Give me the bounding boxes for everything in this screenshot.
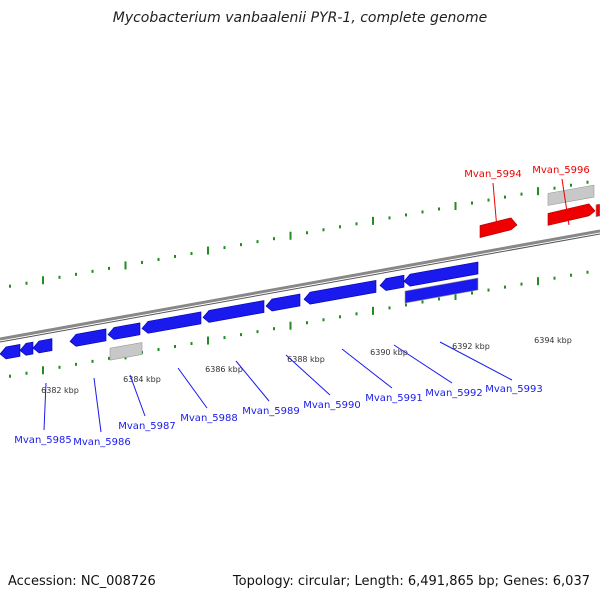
label-leader-line — [235, 360, 270, 402]
scale-label: 6384 kbp — [123, 375, 161, 384]
label-leader-line — [93, 377, 102, 433]
label-leader-line — [341, 348, 393, 389]
label-leader-line — [177, 367, 208, 409]
reverse-gene-label: Mvan_5986 — [73, 437, 130, 448]
forward-gene-label: Mvan_5996 — [532, 165, 589, 176]
reverse-gene-arrow — [303, 279, 377, 305]
scale-label: 6382 kbp — [41, 386, 79, 395]
reverse-gene-label: Mvan_5985 — [14, 435, 71, 446]
reverse-gene-label: Mvan_5989 — [242, 406, 299, 417]
label-leader-line — [129, 374, 146, 417]
scale-label: 6392 kbp — [452, 342, 490, 351]
forward-gene-arrow — [479, 217, 518, 238]
reverse-gene-arrow — [0, 344, 21, 360]
label-leader-line — [439, 341, 513, 381]
reverse-gene-arrow — [19, 341, 34, 356]
accession-label: Accession: NC_008726 — [8, 574, 156, 589]
reverse-gene-arrow — [141, 311, 202, 334]
other-feature — [109, 342, 143, 361]
reverse-gene-label: Mvan_5988 — [180, 413, 237, 424]
reverse-gene-arrow — [403, 261, 479, 287]
reverse-gene-arrow — [32, 338, 53, 354]
reverse-gene-label: Mvan_5993 — [485, 384, 542, 395]
label-leader-line — [492, 182, 498, 230]
label-leader-line — [43, 382, 47, 431]
reverse-gene-label: Mvan_5987 — [118, 421, 175, 432]
scale-label: 6386 kbp — [205, 365, 243, 374]
reverse-gene-label: Mvan_5991 — [365, 393, 422, 404]
label-leader-line — [285, 354, 331, 396]
reverse-gene-arrow — [69, 328, 107, 347]
forward-gene-arrow — [547, 203, 596, 226]
scale-label: 6388 kbp — [287, 355, 325, 364]
scale-label: 6394 kbp — [534, 336, 572, 345]
reverse-gene-label: Mvan_5992 — [425, 388, 482, 399]
label-leader-line — [561, 178, 570, 226]
reverse-gene-arrow — [379, 274, 405, 291]
reverse-gene-arrow — [202, 300, 265, 323]
backbone-line — [0, 229, 600, 341]
scale-label: 6390 kbp — [370, 348, 408, 357]
reverse-gene-arrow — [107, 322, 141, 340]
forward-gene-block — [595, 203, 600, 218]
reverse-gene-block — [404, 277, 479, 304]
genome-title: Mycobacterium vanbaalenii PYR-1, complet… — [112, 10, 488, 26]
backbone-shadow — [0, 233, 600, 343]
forward-gene-label: Mvan_5994 — [464, 169, 521, 180]
genome-summary: Topology: circular; Length: 6,491,865 bp… — [232, 574, 590, 589]
reverse-gene-label: Mvan_5990 — [303, 400, 360, 411]
reverse-gene-arrow — [265, 293, 301, 312]
other-feature — [547, 184, 595, 206]
label-leader-line — [393, 344, 453, 384]
